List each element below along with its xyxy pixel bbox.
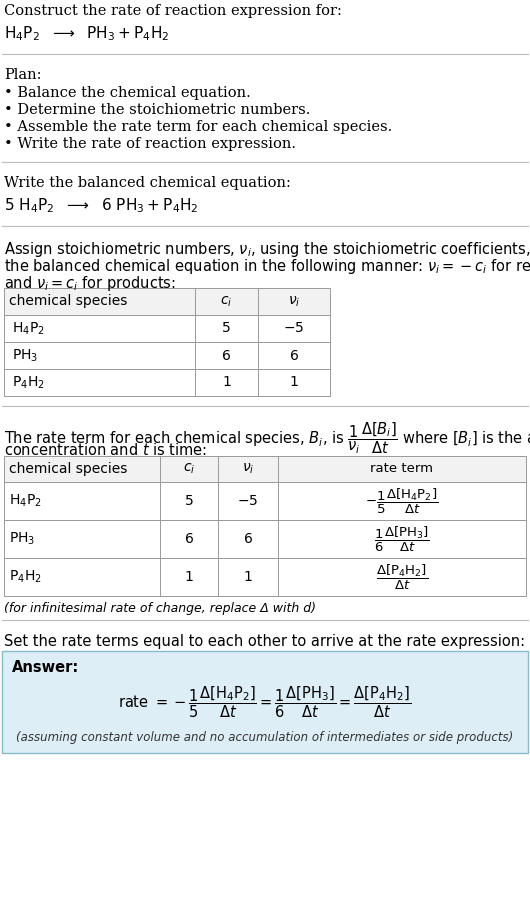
Text: • Write the rate of reaction expression.: • Write the rate of reaction expression. <box>4 137 296 151</box>
Text: $c_i$: $c_i$ <box>183 461 195 476</box>
Text: • Balance the chemical equation.: • Balance the chemical equation. <box>4 86 251 100</box>
Text: Set the rate terms equal to each other to arrive at the rate expression:: Set the rate terms equal to each other t… <box>4 634 525 649</box>
Text: $5\ \mathrm{H_4P_2}$  $\longrightarrow$  $6\ \mathrm{PH_3 + P_4H_2}$: $5\ \mathrm{H_4P_2}$ $\longrightarrow$ $… <box>4 196 199 215</box>
Bar <box>4 520 526 558</box>
Text: $\nu_i$: $\nu_i$ <box>288 294 300 308</box>
Text: rate $= -\dfrac{1}{5}\dfrac{\Delta[\mathrm{H_4P_2}]}{\Delta t}= \dfrac{1}{6}\dfr: rate $= -\dfrac{1}{5}\dfrac{\Delta[\math… <box>118 684 412 720</box>
Text: $c_i$: $c_i$ <box>220 294 233 308</box>
Bar <box>4 288 330 315</box>
Text: $-\dfrac{1}{5}\dfrac{\Delta[\mathrm{H_4P_2}]}{\Delta t}$: $-\dfrac{1}{5}\dfrac{\Delta[\mathrm{H_4P… <box>365 486 439 516</box>
Text: 5: 5 <box>222 321 231 336</box>
Text: the balanced chemical equation in the following manner: $\nu_i = -c_i$ for react: the balanced chemical equation in the fo… <box>4 257 530 276</box>
Text: • Determine the stoichiometric numbers.: • Determine the stoichiometric numbers. <box>4 103 311 117</box>
Text: $\nu_i$: $\nu_i$ <box>242 461 254 476</box>
Text: $\dfrac{\Delta[\mathrm{P_4H_2}]}{\Delta t}$: $\dfrac{\Delta[\mathrm{P_4H_2}]}{\Delta … <box>376 562 428 592</box>
Text: $\mathrm{PH_3}$: $\mathrm{PH_3}$ <box>12 348 38 364</box>
Text: (assuming constant volume and no accumulation of intermediates or side products): (assuming constant volume and no accumul… <box>16 731 514 744</box>
Text: $-5$: $-5$ <box>237 494 259 508</box>
Text: and $\nu_i = c_i$ for products:: and $\nu_i = c_i$ for products: <box>4 274 176 293</box>
Text: $\dfrac{1}{6}\dfrac{\Delta[\mathrm{PH_3}]}{\Delta t}$: $\dfrac{1}{6}\dfrac{\Delta[\mathrm{PH_3}… <box>374 524 430 553</box>
Text: $1$: $1$ <box>289 376 299 389</box>
Text: $-5$: $-5$ <box>284 321 305 336</box>
Text: $6$: $6$ <box>289 349 299 362</box>
Bar <box>4 456 526 482</box>
Text: Plan:: Plan: <box>4 68 41 82</box>
Text: Assign stoichiometric numbers, $\nu_i$, using the stoichiometric coefficients, $: Assign stoichiometric numbers, $\nu_i$, … <box>4 240 530 259</box>
Text: 6: 6 <box>184 532 193 546</box>
Text: 6: 6 <box>222 349 231 362</box>
Text: chemical species: chemical species <box>9 295 127 308</box>
Bar <box>4 369 330 396</box>
Text: The rate term for each chemical species, $B_i$, is $\dfrac{1}{\nu_i}\dfrac{\Delt: The rate term for each chemical species,… <box>4 420 530 456</box>
Text: 1: 1 <box>184 570 193 584</box>
Text: 1: 1 <box>222 376 231 389</box>
Text: rate term: rate term <box>370 462 434 476</box>
Text: (for infinitesimal rate of change, replace Δ with d): (for infinitesimal rate of change, repla… <box>4 602 316 615</box>
Text: Answer:: Answer: <box>12 660 80 675</box>
Text: $\mathrm{P_4H_2}$: $\mathrm{P_4H_2}$ <box>12 374 45 390</box>
Text: Write the balanced chemical equation:: Write the balanced chemical equation: <box>4 176 291 190</box>
Text: $\mathrm{H_4P_2}$: $\mathrm{H_4P_2}$ <box>12 320 45 337</box>
Text: Construct the rate of reaction expression for:: Construct the rate of reaction expressio… <box>4 4 342 18</box>
Text: chemical species: chemical species <box>9 462 127 476</box>
Bar <box>4 342 330 369</box>
Text: $\mathrm{H_4P_2}$  $\longrightarrow$  $\mathrm{PH_3 + P_4H_2}$: $\mathrm{H_4P_2}$ $\longrightarrow$ $\ma… <box>4 24 169 43</box>
Text: $1$: $1$ <box>243 570 253 584</box>
FancyBboxPatch shape <box>2 651 528 753</box>
Text: $6$: $6$ <box>243 532 253 546</box>
Bar <box>4 558 526 596</box>
Text: $\mathrm{P_4H_2}$: $\mathrm{P_4H_2}$ <box>9 569 42 585</box>
Text: concentration and $t$ is time:: concentration and $t$ is time: <box>4 442 207 458</box>
Bar <box>4 315 330 342</box>
Text: 5: 5 <box>184 494 193 508</box>
Text: $\mathrm{H_4P_2}$: $\mathrm{H_4P_2}$ <box>9 493 42 510</box>
Bar <box>4 482 526 520</box>
Text: $\mathrm{PH_3}$: $\mathrm{PH_3}$ <box>9 531 36 547</box>
Text: • Assemble the rate term for each chemical species.: • Assemble the rate term for each chemic… <box>4 120 392 134</box>
